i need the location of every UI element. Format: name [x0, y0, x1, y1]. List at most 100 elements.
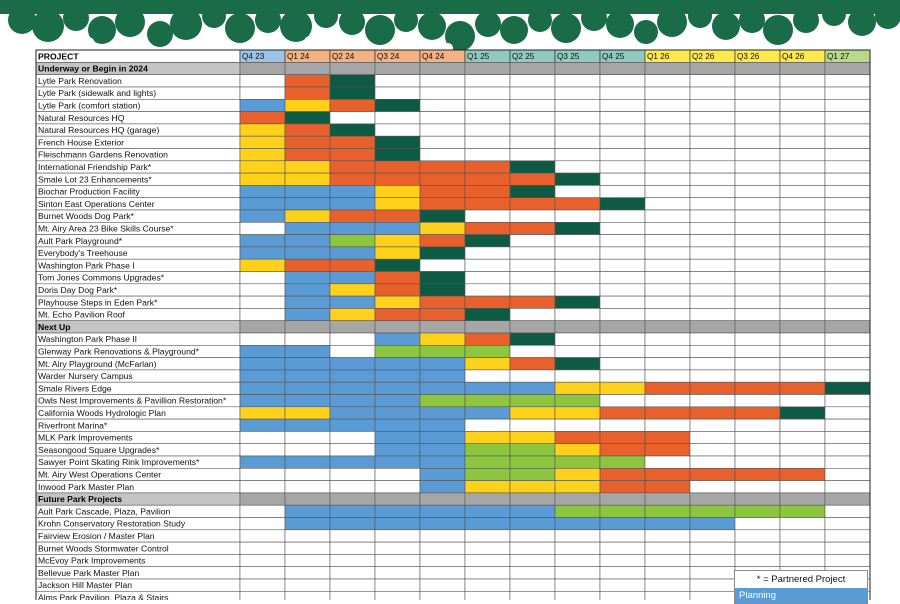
empty-quarter-cell [689, 394, 736, 408]
empty-quarter-cell [779, 271, 826, 285]
phase-bar-cell [464, 517, 511, 531]
empty-quarter-cell [419, 99, 466, 112]
legend-planning-swatch: Planning [735, 588, 867, 603]
empty-quarter-cell [464, 135, 511, 149]
empty-quarter-cell [644, 258, 691, 272]
phase-bar-cell [599, 467, 646, 481]
empty-quarter-cell [644, 99, 691, 112]
project-label: Sinton East Operations Center [38, 199, 155, 209]
phase-bar-cell [374, 283, 421, 297]
empty-quarter-cell [824, 185, 871, 198]
empty-quarter-cell [374, 578, 421, 592]
empty-quarter-cell [824, 111, 871, 125]
empty-quarter-cell [464, 86, 511, 100]
empty-quarter-cell [734, 394, 781, 408]
empty-quarter-cell [689, 590, 736, 600]
empty-quarter-cell [734, 480, 781, 494]
phase-bar-cell [284, 344, 331, 358]
empty-quarter-cell [824, 357, 871, 371]
project-label: Sawyer Point Skating Rink Improvements* [38, 457, 200, 467]
empty-quarter-cell [689, 222, 736, 235]
empty-quarter-cell [824, 443, 871, 457]
phase-bar-cell [329, 246, 376, 260]
phase-bar-cell [239, 111, 286, 125]
empty-quarter-cell [374, 74, 421, 88]
phase-bar-cell [284, 406, 331, 420]
empty-quarter-cell [374, 566, 421, 580]
empty-quarter-cell [419, 135, 466, 149]
phase-bar-cell [599, 197, 646, 211]
empty-quarter-cell [509, 308, 556, 321]
empty-quarter-cell [509, 86, 556, 100]
project-label: Lytle Park Renovation [38, 76, 122, 86]
phase-bar-cell [284, 504, 331, 518]
phase-bar-cell [284, 172, 331, 186]
empty-quarter-cell [824, 406, 871, 420]
phase-bar-cell [689, 406, 736, 420]
empty-quarter-cell [599, 160, 646, 174]
empty-quarter-cell [419, 74, 466, 88]
empty-quarter-cell [779, 99, 826, 112]
empty-quarter-cell [644, 308, 691, 321]
empty-quarter-cell [824, 99, 871, 112]
empty-quarter-cell [689, 172, 736, 186]
empty-quarter-cell [464, 148, 511, 162]
phase-bar-cell [464, 357, 511, 371]
section-quarter-cell [419, 320, 466, 334]
phase-bar-cell [239, 160, 286, 174]
phase-bar-cell [509, 332, 556, 346]
empty-quarter-cell [509, 234, 556, 248]
phase-bar-cell [419, 406, 466, 420]
empty-quarter-cell [599, 258, 646, 272]
empty-quarter-cell [509, 246, 556, 260]
empty-quarter-cell [734, 295, 781, 309]
empty-quarter-cell [599, 369, 646, 383]
empty-quarter-cell [824, 467, 871, 481]
empty-quarter-cell [284, 431, 331, 444]
empty-quarter-cell [599, 529, 646, 543]
empty-quarter-cell [689, 541, 736, 555]
phase-bar-cell [554, 295, 601, 309]
project-label: California Woods Hydrologic Plan [38, 408, 166, 418]
empty-quarter-cell [779, 111, 826, 125]
phase-bar-cell [329, 369, 376, 383]
empty-quarter-cell [779, 394, 826, 408]
empty-quarter-cell [284, 480, 331, 494]
phase-bar-cell [419, 160, 466, 174]
phase-bar-cell [284, 123, 331, 137]
phase-bar-cell [419, 369, 466, 383]
empty-quarter-cell [419, 86, 466, 100]
empty-quarter-cell [824, 160, 871, 174]
empty-quarter-cell [779, 308, 826, 321]
phase-bar-cell [284, 283, 331, 297]
empty-quarter-cell [824, 271, 871, 285]
phase-bar-cell [374, 246, 421, 260]
empty-quarter-cell [779, 86, 826, 100]
empty-quarter-cell [824, 222, 871, 235]
phase-bar-cell [464, 172, 511, 186]
phase-bar-cell [509, 357, 556, 371]
empty-quarter-cell [419, 258, 466, 272]
empty-quarter-cell [239, 86, 286, 100]
project-label: Mt. Airy West Operations Center [38, 470, 161, 480]
empty-quarter-cell [734, 455, 781, 469]
phase-bar-cell [284, 86, 331, 100]
section-quarter-cell [464, 62, 511, 76]
phase-bar-cell [509, 406, 556, 420]
empty-quarter-cell [599, 172, 646, 186]
empty-quarter-cell [644, 455, 691, 469]
phase-bar-cell [329, 357, 376, 371]
empty-quarter-cell [554, 332, 601, 346]
phase-bar-cell [509, 185, 556, 198]
empty-quarter-cell [554, 123, 601, 137]
phase-bar-cell [374, 504, 421, 518]
phase-bar-cell [779, 381, 826, 395]
phase-bar-cell [329, 197, 376, 211]
phase-bar-cell [644, 504, 691, 518]
empty-quarter-cell [689, 148, 736, 162]
phase-bar-cell [419, 209, 466, 223]
project-label: Smale Rivers Edge [38, 383, 112, 393]
project-label: Tom Jones Commons Upgrades* [38, 273, 165, 283]
empty-quarter-cell [824, 209, 871, 223]
phase-bar-cell [284, 222, 331, 235]
